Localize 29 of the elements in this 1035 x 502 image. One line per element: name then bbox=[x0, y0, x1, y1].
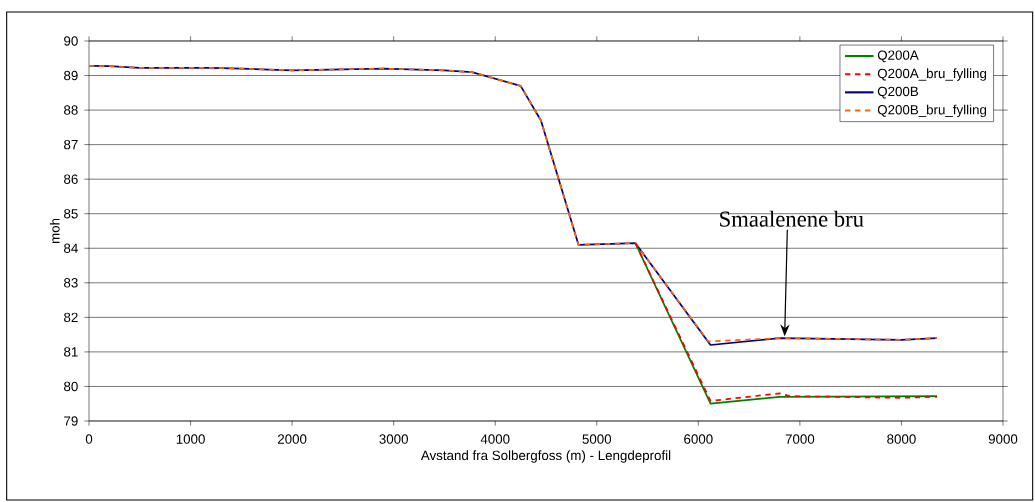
y-axis-title: moh bbox=[49, 218, 60, 244]
x-tick-label: 5000 bbox=[582, 434, 612, 444]
y-tick-label: 87 bbox=[64, 139, 78, 150]
y-tick-label: 88 bbox=[64, 105, 78, 115]
x-tick-label: 9000 bbox=[988, 434, 1018, 444]
y-tick-label: 86 bbox=[64, 174, 78, 184]
x-tick-label: 3000 bbox=[379, 434, 408, 444]
legend-label: Q200B bbox=[877, 86, 919, 99]
x-tick-label: 0 bbox=[85, 434, 93, 444]
y-tick-label: 82 bbox=[64, 312, 78, 323]
y-tick-label: 81 bbox=[64, 347, 78, 357]
x-axis-title: Avstand fra Solbergfoss (m) - Lengdeprofil bbox=[420, 450, 671, 463]
y-tick-label: 80 bbox=[64, 381, 78, 392]
legend-label: Q200A bbox=[877, 50, 919, 63]
annotation: Smaalenene bru bbox=[720, 210, 864, 227]
y-tick-label: 89 bbox=[64, 70, 78, 81]
y-tick-label: 85 bbox=[64, 209, 78, 219]
y-tick-label: 84 bbox=[64, 243, 78, 253]
legend-label: Q200B_bru_fylling bbox=[877, 104, 987, 118]
x-tick-label: 4000 bbox=[480, 434, 510, 444]
x-tick-label: 1000 bbox=[176, 434, 205, 444]
y-tick-label: 90 bbox=[64, 36, 78, 46]
x-tick-label: 8000 bbox=[887, 434, 916, 444]
legend-label: Q200A_bru_fylling bbox=[877, 68, 987, 81]
y-tick-label: 83 bbox=[64, 278, 78, 288]
y-tick-label: 79 bbox=[64, 416, 78, 426]
x-tick-label: 7000 bbox=[785, 434, 815, 444]
x-tick-label: 6000 bbox=[684, 434, 713, 444]
x-tick-label: 2000 bbox=[277, 434, 307, 444]
